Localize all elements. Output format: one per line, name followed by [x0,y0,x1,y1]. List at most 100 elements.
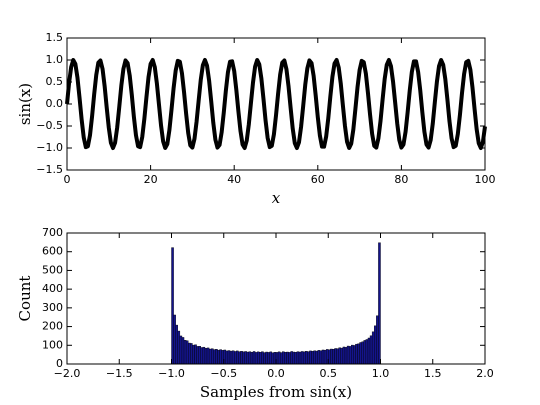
histogram-bar [323,349,327,365]
histogram-bar [330,348,333,365]
histogram-bar [346,345,350,365]
histogram-bar [183,340,187,365]
histogram-bar [259,352,262,365]
histogram-bar [246,351,250,365]
histogram-bar [208,348,212,365]
histogram-bar [302,351,306,365]
histogram-bar [190,343,193,365]
y-tick-label: 0 [56,357,63,370]
histogram-bar [211,348,214,365]
histogram-bar [338,347,341,365]
histogram-bar [363,340,367,365]
histogram-bar [204,348,208,365]
y-tick-label: 400 [42,282,63,295]
histogram-bar [198,346,201,365]
histogram-bar [194,344,197,365]
histogram-bar [357,343,360,365]
histogram-bar [371,331,375,365]
histogram-bar [213,349,216,365]
histogram-bar [200,347,204,365]
x-tick-label: 1.0 [372,367,390,380]
histogram-bar [188,342,191,365]
histogram-bar [271,352,275,365]
histogram-bar [263,352,266,365]
histogram-bar [309,350,312,365]
y-tick-label: 1.0 [46,53,64,66]
histogram-bar [248,351,252,365]
x-tick-label: 2.0 [476,367,494,380]
x-tick-label: 20 [144,173,158,186]
x-tick-label: 1.5 [424,367,442,380]
histogram-bar [252,351,256,365]
histogram-bar [179,335,183,365]
histogram-bar [277,351,281,365]
histogram-bar [173,314,176,365]
histogram-bar [215,349,218,365]
histogram-bar [334,348,337,365]
histogram-bar [177,330,181,365]
histogram-bar [344,347,348,365]
y-axis-label: Count [16,276,34,322]
histogram-bar [192,344,195,365]
histogram-bar [231,350,235,365]
y-tick-label: −1.5 [36,163,63,176]
y-tick-label: −1.0 [36,141,63,154]
y-axis-label: sin(x) [16,83,34,125]
histogram-bar [305,351,308,365]
histogram-bar [340,347,344,365]
x-tick-label: −2.0 [54,367,81,380]
histogram-bar [202,346,206,365]
histogram-bar [236,350,239,365]
x-tick-label: 0.5 [320,367,338,380]
histogram-bar [219,349,222,365]
histogram-bar [229,350,233,365]
x-tick-label: −1.5 [106,367,133,380]
histogram-bar [376,315,379,365]
x-tick-label: 40 [227,173,241,186]
histogram-bar [269,351,273,365]
histogram-bar [353,345,356,365]
histogram-bar [298,351,302,365]
y-tick-label: 100 [42,338,63,351]
y-tick-label: 600 [42,245,63,258]
x-tick-label: −0.5 [210,367,237,380]
histogram-bar [175,324,178,365]
histogram-bar [284,352,287,365]
histogram-bar [227,350,231,365]
histogram-bar [300,351,304,365]
y-tick-label: 700 [42,226,63,239]
x-tick-label: 0.0 [267,367,285,380]
histogram-bar [367,337,371,365]
histogram-bar [321,349,325,365]
histogram-bar [288,352,291,365]
histogram-bar [286,351,289,365]
histogram-bar [261,351,264,365]
histogram-bar [307,351,310,365]
x-tick-label: 0 [64,173,71,186]
histogram-bar [250,352,254,365]
histogram-bar [351,344,354,365]
y-tick-label: 0.0 [46,97,64,110]
histogram-bar [348,346,352,365]
histogram-bar [181,337,185,365]
histogram-bar [233,351,237,365]
histogram-bar [317,350,321,365]
histogram-bar [244,351,247,365]
histogram-bar [238,351,241,365]
histogram-bar [225,350,229,365]
histogram-bar [336,348,339,365]
histogram-bar [242,351,245,365]
histogram-bar [256,351,260,365]
x-tick-label: 100 [475,173,496,186]
y-tick-label: 500 [42,263,63,276]
histogram-bar [378,242,381,365]
histogram-bar [240,351,243,365]
histogram-bar [290,351,293,365]
histogram-bar [296,351,300,365]
histogram-bar [355,343,358,365]
x-axis-label: x [272,189,281,207]
histogram-bar [279,352,283,365]
sine-line [65,58,487,150]
histogram-bar [365,339,369,365]
x-axis-label: Samples from sin(x) [200,383,352,401]
